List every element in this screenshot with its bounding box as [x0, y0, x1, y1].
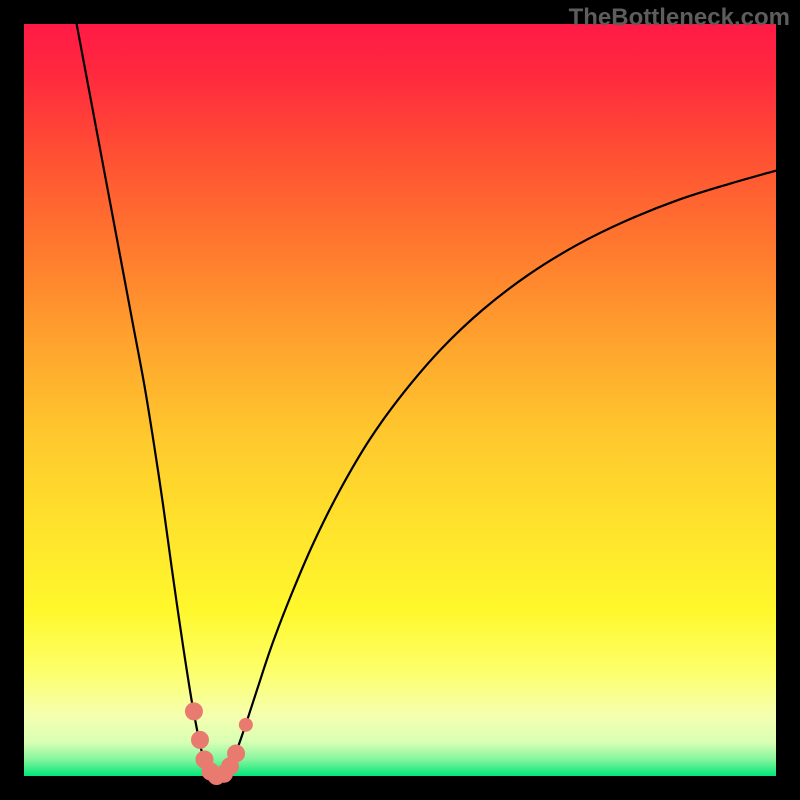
plot-background — [24, 24, 776, 776]
valley-marker — [239, 718, 252, 731]
watermark-text: TheBottleneck.com — [569, 4, 790, 32]
valley-marker — [185, 703, 202, 720]
chart-frame: TheBottleneck.com — [0, 0, 800, 800]
bottleneck-chart-svg — [0, 0, 800, 800]
valley-marker — [228, 745, 245, 762]
valley-marker — [191, 731, 208, 748]
